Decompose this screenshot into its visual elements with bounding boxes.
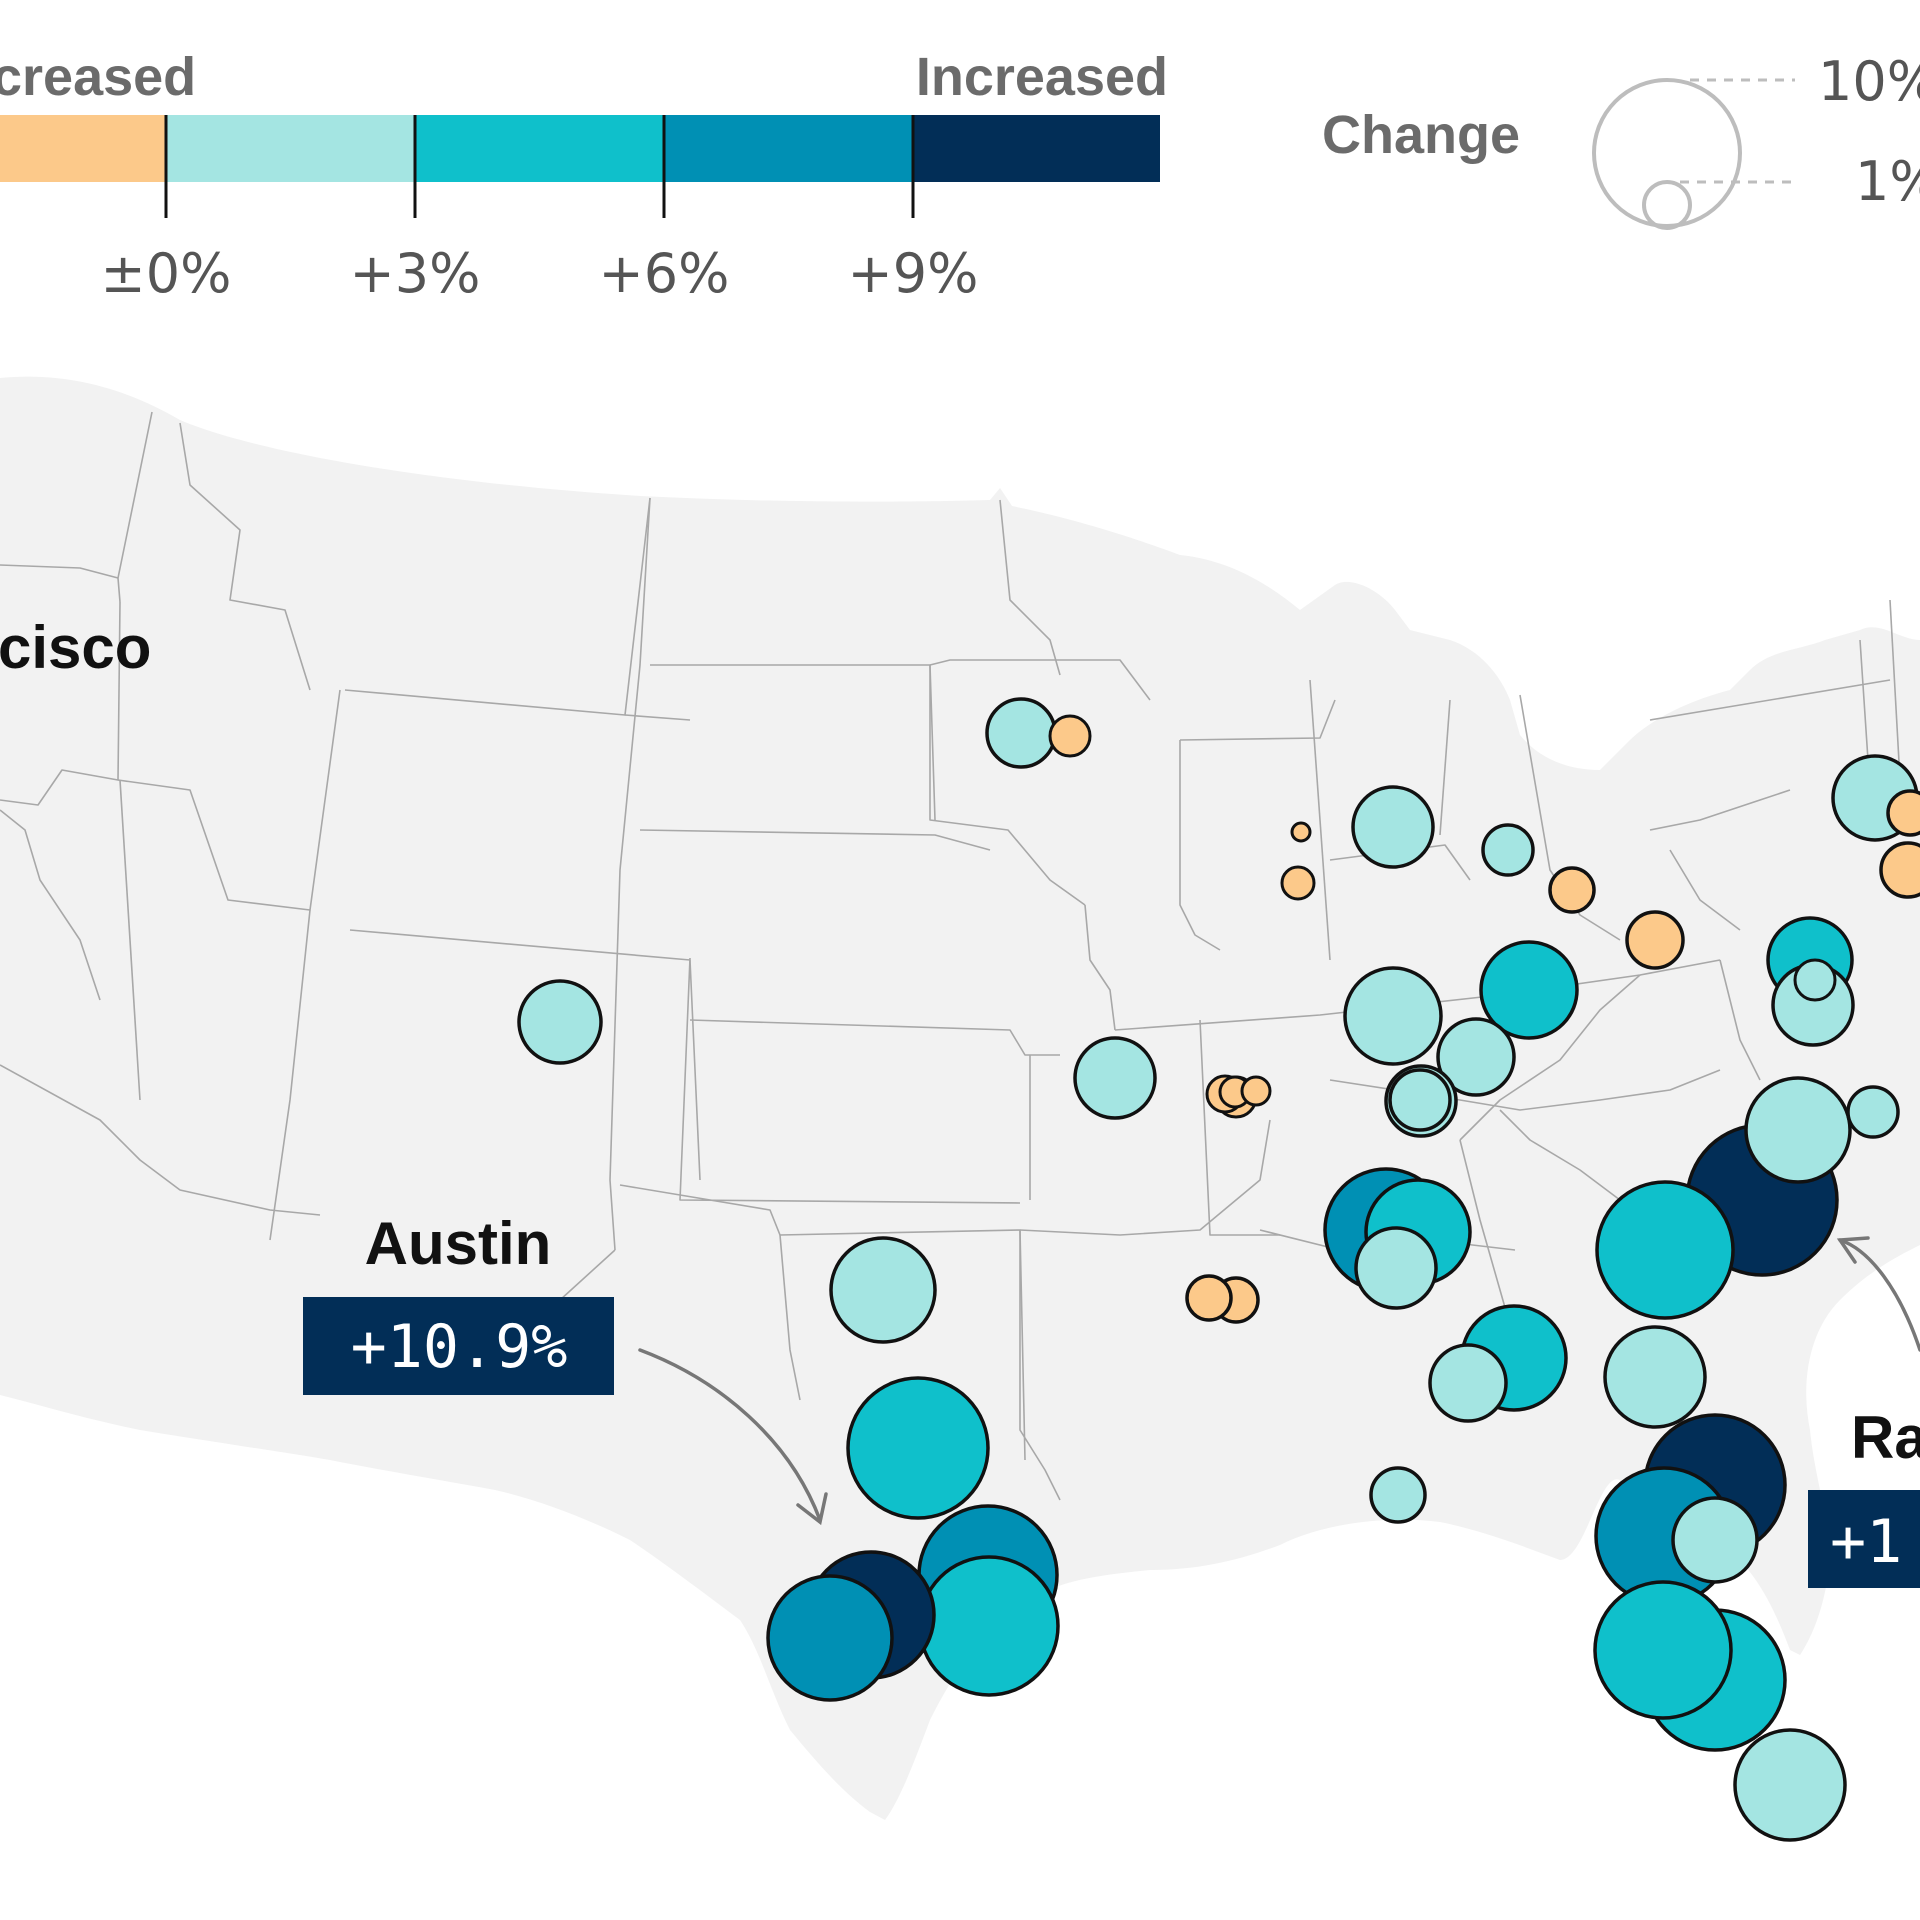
city-bubble xyxy=(1603,1325,1707,1429)
city-bubble xyxy=(1428,1343,1508,1423)
san-francisco-callout: cisco xyxy=(0,614,151,681)
austin-callout: Austin +10.9% xyxy=(303,1210,614,1395)
city-bubble xyxy=(1369,1466,1427,1524)
color-legend xyxy=(0,115,1160,218)
austin-value-badge xyxy=(303,1297,614,1395)
size-legend-small-label: 1% xyxy=(1855,150,1920,213)
legend-tick-label: ±0% xyxy=(101,242,232,305)
legend-right-title: Increased xyxy=(916,47,1168,107)
size-legend-large-circle xyxy=(1592,78,1742,228)
city-bubble xyxy=(1548,866,1596,914)
legend-swatch xyxy=(0,115,166,182)
city-bubble xyxy=(1436,1017,1516,1097)
city-bubble xyxy=(1625,910,1685,970)
raleigh-city-label: Ra xyxy=(1851,1404,1920,1471)
legend-swatch xyxy=(166,115,415,182)
city-bubble xyxy=(1185,1274,1233,1322)
city-bubble xyxy=(1671,1496,1759,1584)
city-bubble xyxy=(766,1574,894,1702)
city-bubble xyxy=(985,697,1057,769)
city-bubble xyxy=(846,1376,990,1520)
city-bubble xyxy=(1351,785,1435,869)
city-bubble xyxy=(1595,1180,1735,1320)
raleigh-arrowhead xyxy=(1836,1236,1870,1264)
raleigh-arrow xyxy=(1838,1238,1920,1352)
legend-tick-labels: ±0% +3% +6% +9% xyxy=(101,242,979,305)
city-bubble xyxy=(829,1236,937,1344)
city-bubble xyxy=(1846,1085,1900,1139)
raleigh-value-badge xyxy=(1808,1490,1920,1588)
austin-arrowhead xyxy=(796,1492,828,1526)
austin-city-label: Austin xyxy=(365,1210,552,1277)
city-bubble xyxy=(517,979,603,1065)
size-legend-small-circle xyxy=(1642,180,1692,230)
raleigh-value-text: +1 xyxy=(1830,1507,1902,1577)
legend-tick-label: +9% xyxy=(848,242,979,305)
state-borders xyxy=(0,411,1901,1501)
city-bubble xyxy=(1733,1728,1847,1842)
city-bubble xyxy=(918,1555,1060,1697)
size-legend-large-label: 10% xyxy=(1818,50,1920,113)
city-bubble xyxy=(1354,1226,1438,1310)
city-bubble xyxy=(1048,714,1092,758)
austin-value-text: +10.9% xyxy=(351,1312,568,1382)
size-legend-title: Change xyxy=(1322,105,1520,165)
legend-tick-label: +3% xyxy=(350,242,481,305)
city-bubbles xyxy=(517,697,1920,1842)
legend-left-title: creased xyxy=(0,47,196,107)
austin-arrow xyxy=(638,1348,822,1522)
legend-swatch xyxy=(664,115,913,182)
city-bubble xyxy=(1240,1075,1272,1107)
city-bubble xyxy=(1388,1068,1452,1132)
legend-swatch xyxy=(913,115,1160,182)
city-bubble xyxy=(1343,966,1443,1066)
city-bubble xyxy=(1793,958,1837,1002)
size-legend: Change 10% 1% xyxy=(1322,50,1920,230)
city-bubble xyxy=(1290,821,1312,843)
land-layer xyxy=(0,376,1920,1820)
city-bubble xyxy=(1879,841,1920,899)
legend-tick-label: +6% xyxy=(599,242,730,305)
city-bubble xyxy=(1073,1036,1157,1120)
legend-swatch xyxy=(415,115,664,182)
city-bubble xyxy=(1744,1076,1852,1184)
city-bubble xyxy=(1593,1580,1733,1720)
us-landmass xyxy=(0,376,1920,1820)
city-bubble xyxy=(1479,940,1579,1040)
city-bubble xyxy=(1280,865,1316,901)
city-bubble xyxy=(1886,789,1920,837)
city-bubble xyxy=(1481,823,1535,877)
raleigh-callout: Ra +1 xyxy=(1808,1404,1920,1588)
san-francisco-city-label: cisco xyxy=(0,614,151,681)
callout-arrows xyxy=(638,1236,1920,1526)
